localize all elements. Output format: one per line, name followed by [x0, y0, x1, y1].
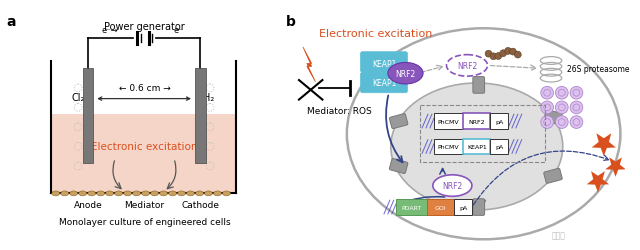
Ellipse shape: [61, 191, 68, 196]
Text: b: b: [286, 14, 296, 28]
Ellipse shape: [141, 191, 150, 196]
Polygon shape: [605, 158, 626, 177]
Ellipse shape: [88, 191, 95, 196]
Text: pA: pA: [495, 119, 504, 124]
Text: NRF2: NRF2: [468, 119, 485, 124]
FancyBboxPatch shape: [360, 73, 408, 93]
Ellipse shape: [132, 191, 141, 196]
Ellipse shape: [159, 191, 168, 196]
Circle shape: [570, 87, 583, 100]
Ellipse shape: [196, 191, 204, 196]
Text: NRF2: NRF2: [396, 70, 415, 78]
Ellipse shape: [388, 63, 423, 84]
Ellipse shape: [106, 191, 113, 196]
Text: Mediator: Mediator: [125, 200, 164, 209]
Ellipse shape: [124, 191, 131, 196]
Text: Anode: Anode: [74, 200, 102, 209]
Polygon shape: [592, 134, 616, 157]
Circle shape: [490, 54, 497, 60]
FancyBboxPatch shape: [360, 52, 408, 73]
Bar: [490, 139, 508, 155]
Bar: [83, 69, 93, 164]
Ellipse shape: [433, 175, 472, 197]
Text: a: a: [7, 14, 17, 28]
Text: KEAP1: KEAP1: [467, 144, 486, 150]
Bar: [463, 139, 490, 155]
Ellipse shape: [97, 191, 104, 196]
Ellipse shape: [223, 191, 230, 196]
Circle shape: [541, 87, 554, 100]
Ellipse shape: [79, 191, 86, 196]
Circle shape: [541, 116, 554, 129]
Circle shape: [556, 102, 568, 114]
FancyBboxPatch shape: [544, 110, 562, 125]
Text: pA: pA: [495, 144, 504, 150]
Circle shape: [485, 51, 492, 58]
Text: KEAP1: KEAP1: [372, 60, 396, 69]
Text: GOI: GOI: [435, 205, 447, 210]
Text: Monolayer culture of engineered cells: Monolayer culture of engineered cells: [59, 217, 230, 226]
Bar: [420, 106, 545, 162]
Text: PhCMV: PhCMV: [438, 144, 460, 150]
Text: NRF2: NRF2: [442, 181, 463, 190]
Ellipse shape: [52, 191, 60, 196]
Circle shape: [556, 87, 568, 100]
Text: Cl₂: Cl₂: [72, 92, 85, 102]
Circle shape: [570, 102, 583, 114]
Circle shape: [570, 116, 583, 129]
Text: NRF2: NRF2: [457, 62, 477, 70]
Ellipse shape: [447, 56, 488, 77]
Circle shape: [541, 102, 554, 114]
Text: pA: pA: [459, 205, 467, 210]
Ellipse shape: [187, 191, 195, 196]
Circle shape: [504, 48, 511, 55]
Ellipse shape: [115, 191, 122, 196]
Bar: [454, 200, 472, 215]
Circle shape: [495, 54, 502, 60]
Circle shape: [509, 49, 516, 56]
Text: KEAP1: KEAP1: [372, 79, 396, 88]
Circle shape: [556, 116, 568, 129]
Ellipse shape: [150, 191, 159, 196]
FancyBboxPatch shape: [473, 199, 484, 216]
Text: 量子位: 量子位: [552, 230, 566, 239]
Text: 26S proteasome: 26S proteasome: [566, 64, 629, 74]
Bar: [463, 114, 490, 130]
Bar: [195, 69, 205, 164]
Text: e⁻→: e⁻→: [101, 26, 118, 35]
FancyBboxPatch shape: [544, 168, 562, 184]
FancyBboxPatch shape: [389, 159, 408, 174]
Bar: [52, 115, 235, 194]
Text: Electronic excitation: Electronic excitation: [92, 142, 198, 152]
Ellipse shape: [178, 191, 186, 196]
Text: H₂: H₂: [204, 92, 214, 102]
Ellipse shape: [70, 191, 77, 196]
Text: ← 0.6 cm →: ← 0.6 cm →: [119, 84, 170, 92]
Bar: [490, 114, 508, 130]
Ellipse shape: [347, 29, 620, 239]
Text: Power generator: Power generator: [104, 22, 185, 32]
Text: PDART: PDART: [401, 205, 422, 210]
Ellipse shape: [391, 84, 563, 210]
Ellipse shape: [205, 191, 212, 196]
Polygon shape: [587, 172, 609, 193]
FancyBboxPatch shape: [389, 114, 408, 129]
Bar: [434, 114, 463, 130]
Bar: [434, 139, 463, 155]
Circle shape: [515, 52, 521, 59]
Text: Mediator: ROS: Mediator: ROS: [307, 107, 372, 116]
Text: Electronic excitation: Electronic excitation: [319, 29, 433, 39]
Text: e⁻: e⁻: [173, 26, 182, 35]
Bar: [427, 200, 454, 215]
Text: PhCMV: PhCMV: [438, 119, 460, 124]
Ellipse shape: [214, 191, 221, 196]
Polygon shape: [303, 48, 316, 83]
Text: Cathode: Cathode: [181, 200, 220, 209]
Circle shape: [500, 50, 507, 58]
Bar: [396, 200, 427, 215]
Ellipse shape: [168, 191, 177, 196]
FancyBboxPatch shape: [473, 77, 484, 94]
